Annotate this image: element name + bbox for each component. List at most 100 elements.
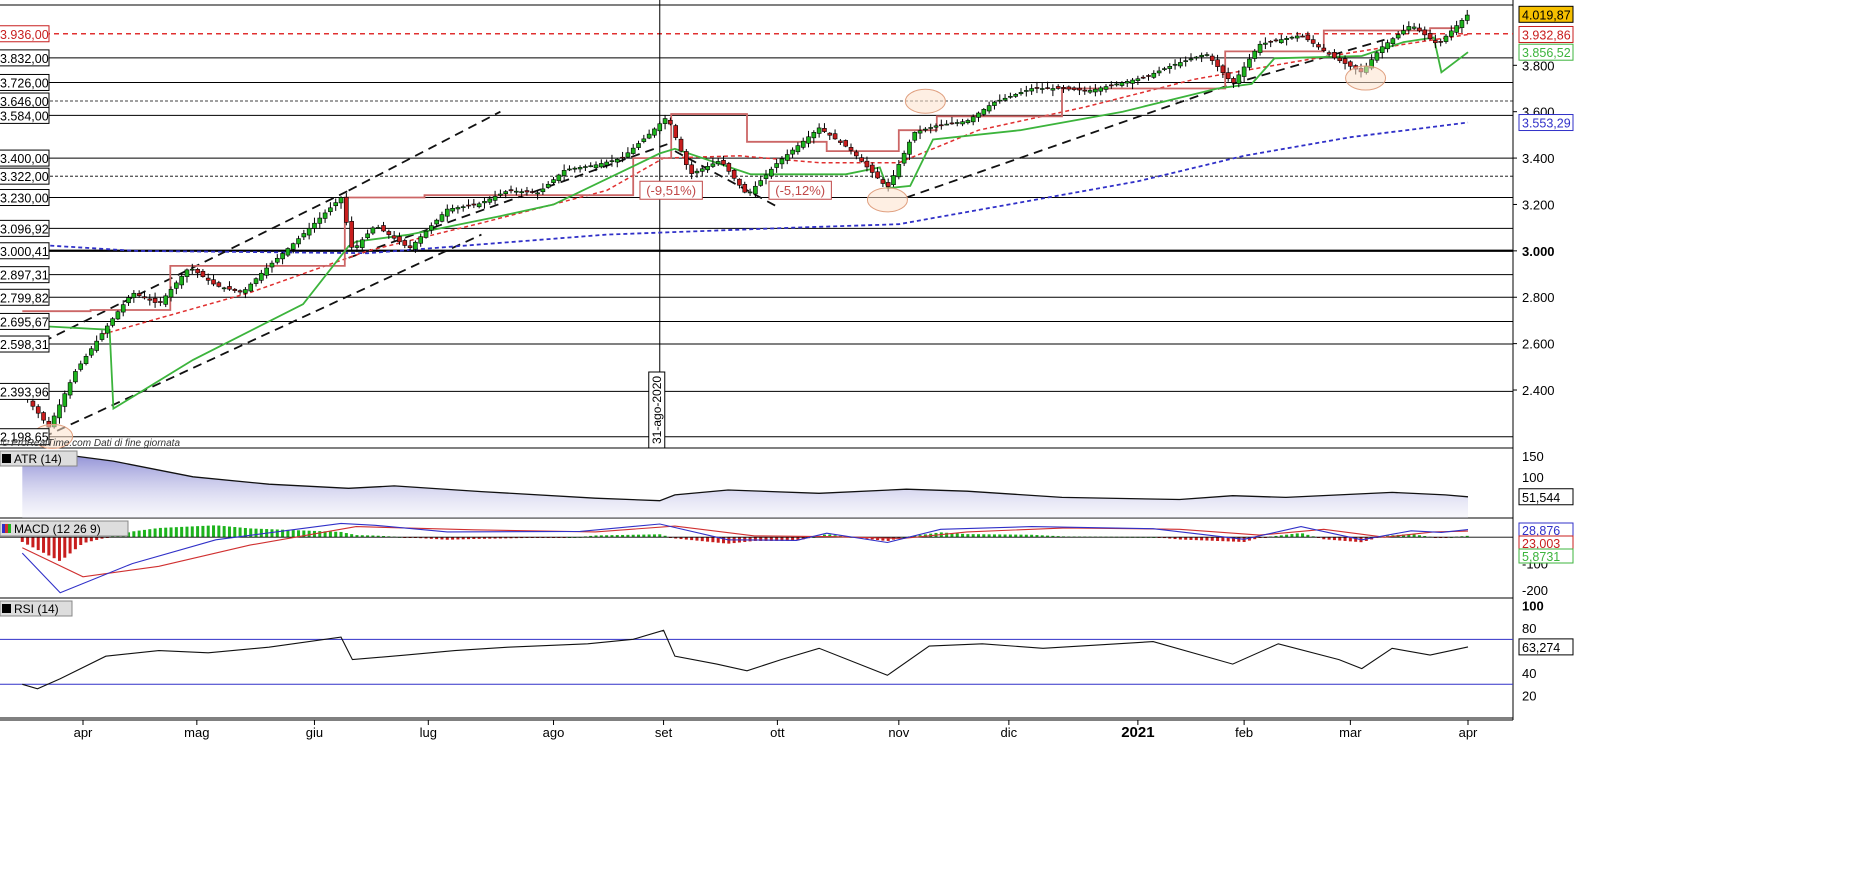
macd-histogram-bar (971, 534, 975, 538)
macd-histogram-bar (180, 526, 184, 538)
candle (1077, 83, 1082, 96)
candle (684, 148, 689, 170)
candle (1241, 62, 1247, 83)
macd-histogram-bar (270, 529, 274, 538)
candle (1231, 76, 1236, 88)
macd-histogram-bar (153, 528, 157, 538)
macd-histogram-bar (344, 533, 348, 538)
candle (89, 346, 94, 358)
candle (1050, 84, 1056, 97)
level-label-box (0, 219, 50, 237)
macd-histogram-bar (36, 537, 40, 551)
candle (609, 154, 615, 167)
candle (1199, 52, 1204, 63)
candle (482, 197, 487, 209)
time-tick-label: ott (770, 725, 785, 740)
level-label-box (0, 167, 50, 185)
macd-histogram-bar (47, 537, 51, 556)
level-label: 2.198,65 (0, 431, 49, 445)
candle (970, 114, 976, 126)
candle (386, 229, 392, 239)
candle (460, 204, 466, 212)
candle (822, 123, 827, 133)
macd-histogram-bar (594, 535, 598, 538)
candle (487, 196, 493, 205)
candle (1310, 35, 1316, 48)
time-tick-label: ago (543, 725, 565, 740)
candle (657, 121, 663, 135)
macd-histogram-bar (212, 525, 216, 538)
macd-histogram-bar (1348, 537, 1352, 542)
candle (1114, 81, 1119, 87)
resistance-line (22, 27, 1461, 313)
candle (577, 165, 583, 173)
level-label-box (0, 106, 50, 124)
rsi-tick-label: 80 (1522, 621, 1536, 636)
candle (253, 277, 259, 287)
candle (227, 281, 232, 291)
candle (1209, 53, 1215, 65)
macd-label-box (0, 520, 129, 537)
macd-histogram-bar (185, 526, 189, 538)
trendline (29, 233, 482, 445)
macd-histogram-bar (658, 534, 662, 538)
atr-tick-label: 100 (1522, 470, 1544, 485)
macd-histogram-bar (1460, 536, 1464, 538)
macd-histogram-bar (1040, 535, 1044, 538)
candle (933, 123, 939, 133)
atr-label-box (0, 450, 78, 467)
candle (306, 222, 312, 240)
macd-histogram-bar (158, 527, 162, 538)
time-tick-label: mar (1339, 725, 1362, 740)
candle (646, 129, 652, 140)
candle (354, 240, 360, 253)
macd-histogram-bar (142, 529, 146, 538)
macd-histogram-bar (206, 525, 210, 538)
candle (344, 193, 349, 226)
candle (954, 119, 960, 127)
atr-area (22, 454, 1468, 518)
macd-badge: 23,003 (1522, 537, 1560, 551)
macd-histogram-bar (748, 537, 752, 542)
candle (1008, 92, 1013, 99)
macd-histogram-bar (435, 537, 439, 540)
macd-histogram-bar (695, 537, 699, 541)
candle (1061, 84, 1066, 93)
candle (1326, 50, 1332, 57)
time-tick-label: 2021 (1121, 724, 1154, 741)
macd-histogram-bar (1046, 535, 1050, 538)
macd-histogram-bar (95, 537, 99, 540)
macd-histogram-bar (520, 537, 524, 539)
macd-histogram-bar (249, 528, 253, 538)
macd-histogram-bar (1194, 537, 1198, 541)
candle (1039, 83, 1045, 94)
price-badge-box (1518, 25, 1574, 43)
candle (997, 94, 1003, 104)
candle (110, 317, 115, 328)
macd-histogram-bar (870, 537, 874, 540)
candle (784, 149, 790, 165)
candle (296, 235, 301, 248)
percent-annotation-box (639, 180, 703, 200)
candle (678, 136, 684, 153)
macd-histogram-bar (334, 531, 338, 538)
level-label-box (0, 312, 50, 330)
candle (1204, 52, 1210, 57)
candle (211, 274, 216, 287)
candle (1390, 36, 1396, 48)
macd-badge-box (1518, 548, 1574, 564)
macd-histogram-bar (461, 537, 465, 540)
macd-histogram-bar (769, 537, 773, 541)
candle (328, 202, 333, 216)
candle (476, 201, 482, 209)
candle (731, 168, 737, 182)
candle (811, 130, 817, 144)
candlesticks (19, 9, 1470, 429)
candle (604, 159, 609, 169)
macd-histogram-bar (281, 529, 285, 538)
macd-histogram-bar (52, 537, 56, 559)
candle (917, 125, 923, 140)
macd-histogram-bar (1178, 537, 1182, 540)
macd-histogram-bar (998, 534, 1002, 538)
macd-histogram-bar (254, 528, 258, 538)
